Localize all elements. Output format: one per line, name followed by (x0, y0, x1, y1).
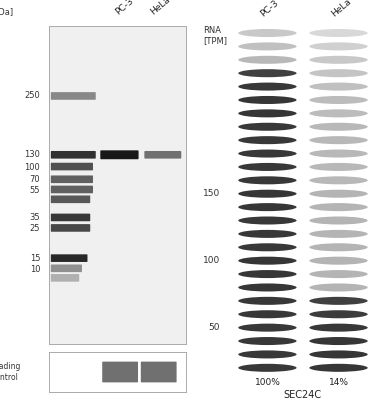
Text: 35: 35 (29, 213, 40, 222)
FancyBboxPatch shape (144, 151, 181, 159)
Text: 14%: 14% (329, 378, 348, 387)
Text: PC-3: PC-3 (258, 0, 280, 18)
FancyBboxPatch shape (51, 214, 90, 221)
Text: 130: 130 (24, 150, 40, 159)
Ellipse shape (238, 297, 296, 305)
Ellipse shape (238, 42, 296, 50)
FancyBboxPatch shape (100, 150, 139, 159)
FancyBboxPatch shape (51, 176, 93, 183)
Ellipse shape (309, 190, 368, 198)
Ellipse shape (238, 216, 296, 224)
Ellipse shape (309, 364, 368, 372)
Ellipse shape (238, 270, 296, 278)
Ellipse shape (309, 56, 368, 64)
Ellipse shape (309, 69, 368, 77)
Text: 100: 100 (24, 163, 40, 172)
Ellipse shape (238, 230, 296, 238)
Ellipse shape (309, 123, 368, 131)
Ellipse shape (238, 190, 296, 198)
Ellipse shape (238, 109, 296, 117)
Text: 15: 15 (30, 254, 40, 263)
FancyBboxPatch shape (51, 186, 93, 193)
Ellipse shape (238, 123, 296, 131)
Text: 55: 55 (30, 186, 40, 194)
Ellipse shape (238, 337, 296, 345)
FancyBboxPatch shape (51, 92, 96, 100)
FancyBboxPatch shape (51, 151, 96, 159)
Ellipse shape (238, 257, 296, 265)
Ellipse shape (309, 337, 368, 345)
Text: Low: Low (150, 352, 168, 361)
FancyBboxPatch shape (51, 254, 87, 262)
Text: RNA
[TPM]: RNA [TPM] (204, 26, 228, 45)
Ellipse shape (309, 270, 368, 278)
Ellipse shape (309, 324, 368, 332)
Ellipse shape (238, 284, 296, 292)
Ellipse shape (238, 150, 296, 158)
Text: 10: 10 (30, 265, 40, 274)
Text: 50: 50 (208, 323, 220, 332)
Ellipse shape (238, 364, 296, 372)
Text: 25: 25 (30, 224, 40, 233)
FancyBboxPatch shape (51, 163, 93, 170)
Text: HeLa: HeLa (329, 0, 353, 18)
Ellipse shape (309, 216, 368, 224)
Ellipse shape (309, 109, 368, 117)
Text: 150: 150 (203, 189, 220, 198)
Text: High: High (107, 352, 128, 361)
Ellipse shape (309, 297, 368, 305)
Ellipse shape (309, 136, 368, 144)
FancyBboxPatch shape (51, 196, 90, 203)
Ellipse shape (309, 310, 368, 318)
Ellipse shape (238, 96, 296, 104)
Text: 70: 70 (29, 176, 40, 184)
Text: SEC24C: SEC24C (283, 390, 321, 400)
Ellipse shape (238, 203, 296, 211)
FancyBboxPatch shape (102, 362, 138, 382)
Ellipse shape (309, 163, 368, 171)
Ellipse shape (309, 150, 368, 158)
Ellipse shape (238, 56, 296, 64)
Ellipse shape (309, 243, 368, 251)
FancyBboxPatch shape (51, 274, 79, 282)
Text: 100: 100 (203, 256, 220, 265)
Ellipse shape (238, 310, 296, 318)
Ellipse shape (309, 96, 368, 104)
Text: Loading
Control: Loading Control (0, 362, 21, 382)
Ellipse shape (309, 257, 368, 265)
FancyBboxPatch shape (51, 264, 82, 272)
Ellipse shape (309, 176, 368, 184)
Ellipse shape (238, 243, 296, 251)
Ellipse shape (309, 230, 368, 238)
Ellipse shape (238, 29, 296, 37)
FancyBboxPatch shape (141, 362, 177, 382)
Ellipse shape (238, 350, 296, 358)
Ellipse shape (238, 176, 296, 184)
Ellipse shape (238, 69, 296, 77)
Ellipse shape (309, 203, 368, 211)
Text: [kDa]: [kDa] (0, 8, 14, 16)
Text: 250: 250 (24, 92, 40, 100)
Ellipse shape (309, 42, 368, 50)
Ellipse shape (238, 163, 296, 171)
Ellipse shape (309, 350, 368, 358)
Text: HeLa: HeLa (149, 0, 172, 16)
Ellipse shape (309, 284, 368, 292)
Ellipse shape (238, 324, 296, 332)
Ellipse shape (309, 82, 368, 91)
Ellipse shape (238, 136, 296, 144)
Ellipse shape (238, 82, 296, 91)
Text: PC-3: PC-3 (113, 0, 135, 16)
Text: 100%: 100% (255, 378, 281, 387)
Ellipse shape (309, 29, 368, 37)
FancyBboxPatch shape (51, 224, 90, 232)
